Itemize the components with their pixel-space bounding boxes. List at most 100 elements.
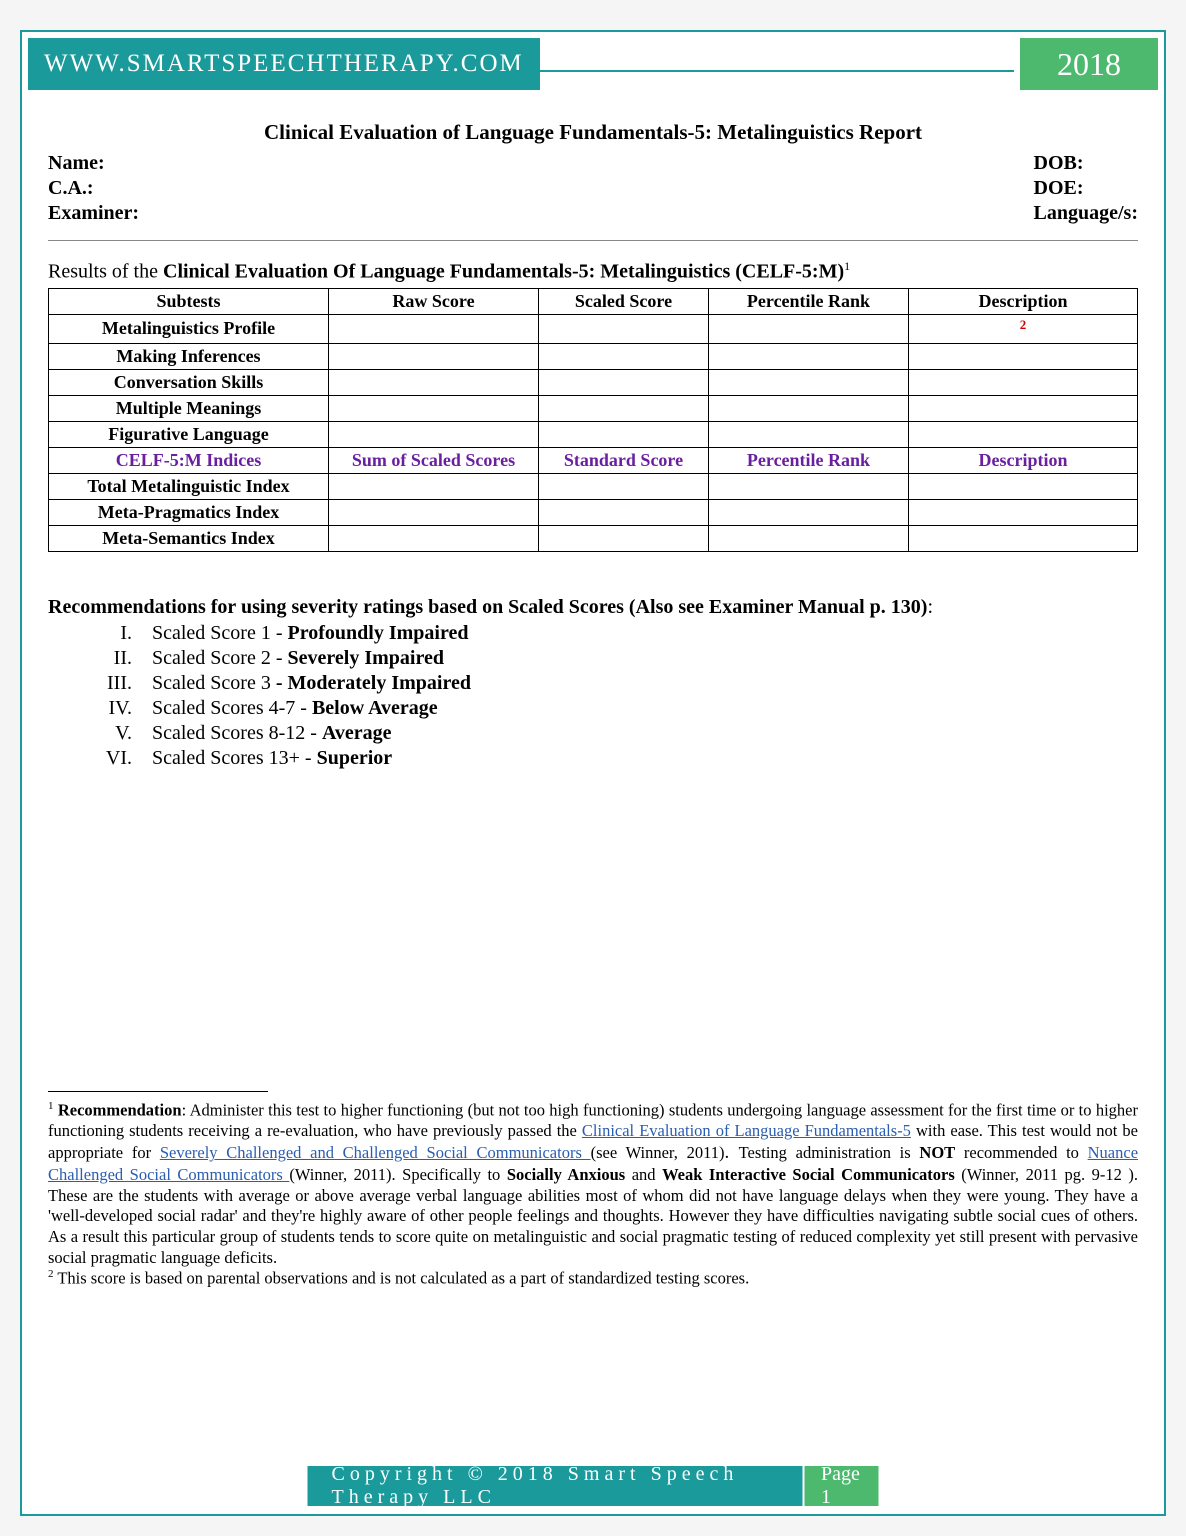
recommendations: Recommendations for using severity ratin…: [48, 596, 1138, 771]
cell: [909, 421, 1138, 447]
th-indices: CELF-5:M Indices: [49, 447, 329, 473]
cell: [539, 499, 709, 525]
table-header-row: Subtests Raw Score Scaled Score Percenti…: [49, 288, 1138, 314]
recs-item: V.Scaled Scores 8-12 - Average: [88, 721, 1138, 746]
cell: [709, 525, 909, 551]
cell: [329, 395, 539, 421]
index-name: Total Metalinguistic Index: [49, 473, 329, 499]
footnote-1-lead: Recommendation: [54, 1100, 182, 1119]
footnote-1-t6: (Winner, 2011). Specifically to: [289, 1165, 506, 1184]
cell: [909, 369, 1138, 395]
footnote-1-sa: Socially Anxious: [507, 1165, 625, 1184]
results-table: Subtests Raw Score Scaled Score Percenti…: [48, 288, 1138, 552]
table-row: Multiple Meanings: [49, 395, 1138, 421]
table-row: Total Metalinguistic Index: [49, 473, 1138, 499]
recs-item-numeral: IV.: [88, 696, 132, 721]
results-heading: Results of the Clinical Evaluation Of La…: [48, 259, 1138, 284]
recs-item-numeral: III.: [88, 671, 132, 696]
cell: [909, 395, 1138, 421]
subtest-name: Multiple Meanings: [49, 395, 329, 421]
section-divider: [48, 240, 1138, 241]
recs-item: IV. Scaled Scores 4-7 - Below Average: [88, 696, 1138, 721]
content-area: Clinical Evaluation of Language Fundamen…: [22, 90, 1164, 771]
subtest-name: Conversation Skills: [49, 369, 329, 395]
table-row: Conversation Skills: [49, 369, 1138, 395]
th-standard: Standard Score: [539, 447, 709, 473]
page-number: Page 1: [803, 1466, 879, 1506]
cell: [539, 421, 709, 447]
index-name: Meta-Pragmatics Index: [49, 499, 329, 525]
footnote-1-t4: Testing administration is: [739, 1143, 920, 1162]
header-bar: WWW.SMARTSPEECHTHERAPY.COM 2018: [22, 38, 1164, 90]
cell: [539, 473, 709, 499]
recs-item-numeral: I.: [88, 621, 132, 646]
subtest-name: Metalinguistics Profile: [49, 314, 329, 343]
cell: [329, 473, 539, 499]
recs-item-pre: Scaled Score 2 -: [152, 647, 288, 669]
cell: [709, 343, 909, 369]
footnote-ref-2: 2: [1020, 317, 1027, 332]
header-divider: [512, 70, 1014, 72]
table-row: Figurative Language: [49, 421, 1138, 447]
cell: [329, 369, 539, 395]
field-languages: Language/s:: [1034, 201, 1138, 226]
cell: [539, 525, 709, 551]
site-url-box: WWW.SMARTSPEECHTHERAPY.COM: [28, 38, 540, 90]
recs-item-pre: Scaled Score 1 -: [152, 622, 288, 644]
recs-item: II. Scaled Score 2 - Severely Impaired: [88, 646, 1138, 671]
table-row: Meta-Pragmatics Index: [49, 499, 1138, 525]
table-indices-header: CELF-5:M Indices Sum of Scaled Scores St…: [49, 447, 1138, 473]
index-name: Meta-Semantics Index: [49, 525, 329, 551]
results-prefix: Results of the: [48, 261, 163, 283]
subtest-name: Making Inferences: [49, 343, 329, 369]
footnote-2-text: This score is based on parental observat…: [54, 1269, 750, 1288]
footnote-1-link1[interactable]: Clinical Evaluation of Language Fundamen…: [582, 1121, 911, 1140]
recs-colon: :: [927, 596, 933, 618]
cell: [329, 314, 539, 343]
field-ca: C.A.:: [48, 176, 139, 201]
recs-item-pre: Scaled Score 3: [152, 672, 271, 694]
recs-item: I.Scaled Score 1 - Profoundly Impaired: [88, 621, 1138, 646]
recs-item-severity: Below Average: [312, 697, 438, 719]
recs-item-numeral: II.: [88, 646, 132, 671]
footnote-1-and: and: [625, 1165, 662, 1184]
subtest-name: Figurative Language: [49, 421, 329, 447]
cell: [709, 473, 909, 499]
footnote-1-not: NOT: [919, 1143, 955, 1162]
footnote-1: 1 Recommendation: Administer this test t…: [48, 1100, 1138, 1269]
fields-right: DOB: DOE: Language/s:: [1034, 151, 1138, 226]
cell: [709, 499, 909, 525]
field-doe: DOE:: [1034, 176, 1138, 201]
page-frame: WWW.SMARTSPEECHTHERAPY.COM 2018 Clinical…: [20, 30, 1166, 1516]
cell: [709, 314, 909, 343]
field-name: Name:: [48, 151, 139, 176]
fields-left: Name: C.A.: Examiner:: [48, 151, 139, 226]
copyright-text: Copyright © 2018 Smart Speech Therapy LL…: [308, 1466, 803, 1506]
footnote-2: 2 This score is based on parental observ…: [48, 1268, 1138, 1289]
cell: [329, 421, 539, 447]
th-raw: Raw Score: [329, 288, 539, 314]
recs-item: VI.Scaled Scores 13+ - Superior: [88, 746, 1138, 771]
field-dob: DOB:: [1034, 151, 1138, 176]
cell: [709, 369, 909, 395]
footnote-separator: [48, 1091, 268, 1092]
cell: [709, 395, 909, 421]
footnote-1-t3: (see Winner, 2011): [591, 1143, 725, 1162]
recs-item: III.Scaled Score 3 - Moderately Impaired: [88, 671, 1138, 696]
recs-item-severity: Severely Impaired: [288, 647, 444, 669]
patient-fields: Name: C.A.: Examiner: DOB: DOE: Language…: [48, 151, 1138, 226]
recs-title: Recommendations for using severity ratin…: [48, 596, 1138, 619]
cell: [909, 525, 1138, 551]
report-title: Clinical Evaluation of Language Fundamen…: [48, 120, 1138, 145]
th-scaled: Scaled Score: [539, 288, 709, 314]
footnote-1-link2[interactable]: Severely Challenged and Challenged Socia…: [160, 1143, 591, 1162]
year-box: 2018: [1018, 38, 1158, 90]
footnote-1-t5: recommended to: [955, 1143, 1087, 1162]
cell: [329, 499, 539, 525]
cell: [539, 369, 709, 395]
th-percentile2: Percentile Rank: [709, 447, 909, 473]
recs-item-pre: Scaled Scores 4-7 -: [152, 697, 312, 719]
cell: [909, 499, 1138, 525]
footnote-1-period: .: [724, 1142, 738, 1163]
footnotes: 1 Recommendation: Administer this test t…: [22, 1100, 1164, 1290]
